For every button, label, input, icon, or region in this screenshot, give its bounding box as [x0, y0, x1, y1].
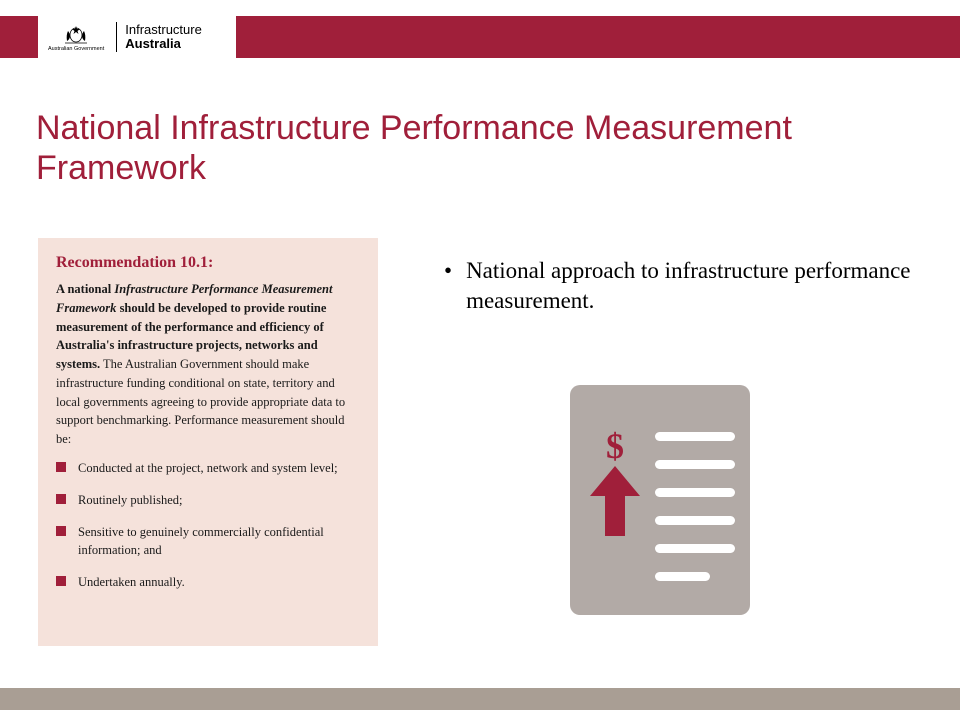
footer-bar	[0, 688, 960, 710]
svg-text:$: $	[606, 426, 624, 466]
recommendation-body: A national Infrastructure Performance Me…	[56, 280, 360, 449]
bullet-row: • National approach to infrastructure pe…	[438, 256, 920, 316]
document-up-icon: $	[560, 380, 760, 620]
rec-intro-bold1: A national	[56, 282, 114, 296]
crest-icon	[61, 23, 91, 45]
logo-text: Infrastructure Australia	[125, 23, 202, 50]
logo-chip: Australian Government Infrastructure Aus…	[38, 16, 216, 58]
rec-intro-rest: The Australian Government should make in…	[56, 357, 345, 446]
page-title: National Infrastructure Performance Meas…	[36, 108, 924, 188]
bullet-text: National approach to infrastructure perf…	[466, 256, 920, 316]
rec-item: Routinely published;	[56, 491, 360, 509]
recommendation-list: Conducted at the project, network and sy…	[56, 459, 360, 592]
logo-line2: Australia	[125, 37, 202, 51]
right-column: • National approach to infrastructure pe…	[438, 256, 920, 316]
crest-label: Australian Government	[48, 46, 104, 52]
recommendation-box: Recommendation 10.1: A national Infrastr…	[38, 238, 378, 646]
aus-gov-crest: Australian Government	[48, 23, 104, 52]
header-red-left	[0, 16, 38, 58]
rec-item: Sensitive to genuinely commercially conf…	[56, 523, 360, 559]
rec-item: Undertaken annually.	[56, 573, 360, 591]
logo-divider	[116, 22, 117, 52]
header-red-right	[236, 16, 960, 58]
logo-line1: Infrastructure	[125, 23, 202, 37]
rec-item: Conducted at the project, network and sy…	[56, 459, 360, 477]
recommendation-heading: Recommendation 10.1:	[56, 254, 360, 272]
header-bar: Australian Government Infrastructure Aus…	[0, 16, 960, 58]
bullet-dot: •	[444, 256, 452, 286]
